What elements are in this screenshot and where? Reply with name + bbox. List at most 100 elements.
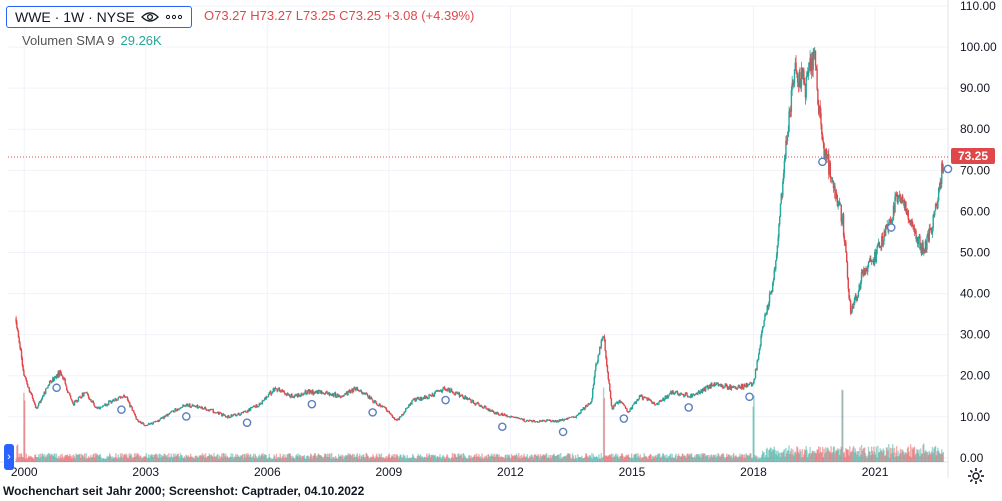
candle-body — [938, 188, 941, 190]
candle-body — [599, 347, 602, 348]
volume-bar — [487, 453, 489, 462]
volume-bar — [709, 457, 712, 462]
volume-bar — [120, 456, 122, 462]
symbol-legend[interactable]: WWE · 1W · NYSE — [6, 6, 192, 28]
more-dots-icon[interactable] — [165, 14, 183, 20]
candle-body — [624, 406, 627, 409]
eye-icon[interactable] — [140, 11, 159, 23]
gear-icon[interactable] — [966, 466, 986, 486]
volume-bar — [83, 453, 86, 462]
scroll-handle[interactable]: › — [4, 444, 14, 470]
volume-bar — [355, 454, 358, 462]
candle-body — [72, 401, 74, 405]
volume-bar — [584, 453, 587, 462]
candle-body — [613, 405, 615, 409]
candle-body — [255, 404, 257, 408]
volume-bar — [423, 456, 426, 462]
volume-bar — [932, 452, 934, 462]
volume-bar — [901, 449, 903, 462]
candle-body — [905, 201, 907, 212]
candle-body — [831, 178, 833, 183]
candle-body — [366, 393, 368, 395]
volume-bar — [690, 453, 692, 462]
candle-body — [855, 295, 857, 301]
candle-body — [470, 400, 472, 403]
candle-body — [682, 394, 684, 395]
candle-body — [41, 398, 43, 401]
candle-body — [909, 220, 911, 222]
candle-body — [535, 421, 538, 423]
candle-body — [556, 420, 558, 423]
candle-body — [680, 393, 682, 395]
candle-body — [274, 387, 276, 392]
candle-body — [659, 400, 661, 402]
volume-bar — [882, 448, 885, 462]
volume-bar — [235, 454, 237, 462]
candle-body — [852, 306, 854, 309]
candle-body — [129, 405, 132, 407]
volume-bar — [614, 454, 616, 462]
candle-body — [726, 386, 729, 390]
candle-body — [777, 237, 779, 246]
volume-bar — [739, 453, 741, 462]
candle-body — [60, 372, 62, 376]
candle-body — [520, 418, 522, 420]
volume-bar — [850, 451, 853, 462]
candle-body — [21, 358, 24, 366]
volume-bar — [211, 456, 214, 462]
candle-body — [461, 394, 464, 397]
chart-grid — [0, 0, 949, 478]
candle-body — [27, 384, 29, 388]
volume-bar — [818, 453, 821, 462]
x-tick-label: 2012 — [497, 465, 524, 479]
volume-bar — [324, 453, 327, 462]
volume-bar — [835, 450, 838, 462]
candle-body — [805, 77, 807, 98]
volume-bar — [245, 457, 247, 462]
volume-bar — [628, 457, 631, 462]
candle-body — [99, 407, 101, 409]
volume-bar — [845, 448, 847, 462]
volume-bar — [789, 451, 792, 462]
candle-body — [763, 320, 765, 327]
candle-body — [96, 407, 98, 409]
volume-bar — [229, 456, 232, 462]
volume-bar — [821, 452, 823, 462]
candle-body — [721, 384, 723, 387]
volume-bar — [308, 458, 310, 462]
volume-bar — [754, 456, 757, 462]
candle-body — [775, 260, 777, 270]
volume-bar — [797, 451, 800, 462]
volume-bar — [587, 457, 589, 462]
volume-bar — [510, 453, 513, 462]
candle-body — [81, 392, 84, 398]
volume-bar — [517, 457, 519, 462]
volume-bar — [775, 453, 777, 462]
candle-body — [654, 404, 656, 406]
volume-bar — [130, 454, 133, 462]
candle-body — [474, 403, 476, 405]
volume-bar — [228, 457, 231, 462]
candle-body — [344, 393, 346, 396]
volume-bar — [563, 456, 566, 462]
volume-bar — [332, 457, 334, 462]
volume-bar — [81, 455, 84, 462]
volume-bar — [699, 454, 701, 462]
candle-body — [515, 417, 518, 419]
candle-body — [59, 370, 61, 377]
candle-body — [291, 394, 293, 398]
volume-bar — [482, 457, 484, 462]
volume-bar — [181, 454, 183, 462]
volume-bar — [626, 455, 628, 462]
candle-body — [836, 195, 839, 206]
candle-body — [849, 298, 851, 301]
volume-bar — [680, 456, 682, 462]
candle-body — [730, 386, 733, 390]
candle-body — [549, 420, 552, 422]
volume-bar — [276, 458, 278, 462]
candle-body — [299, 395, 302, 397]
volume-bar — [928, 450, 930, 462]
volume-bar — [359, 453, 361, 462]
candle-body — [801, 67, 803, 79]
